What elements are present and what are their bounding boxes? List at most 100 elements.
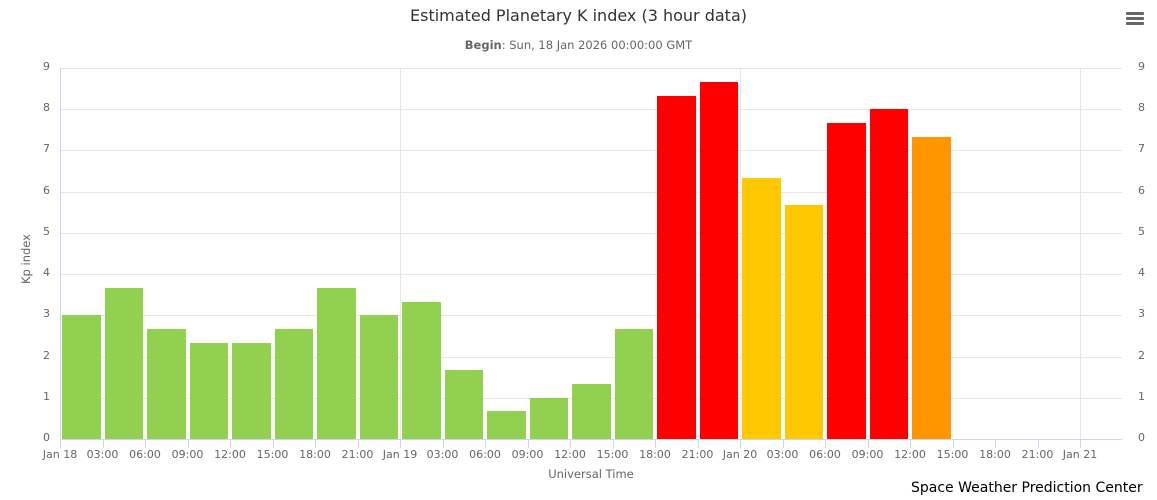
x-tick-mark xyxy=(867,440,869,448)
x-tick-label: 12:00 xyxy=(214,448,246,461)
x-tick-mark xyxy=(272,440,274,448)
kp-bar[interactable] xyxy=(317,287,356,439)
y-tick-label-left: 3 xyxy=(43,307,50,321)
subtitle-value: : Sun, 18 Jan 2026 00:00:00 GMT xyxy=(501,38,693,52)
x-tick-label: 12:00 xyxy=(894,448,926,461)
x-tick-mark xyxy=(527,440,529,448)
x-tick-label: 18:00 xyxy=(979,448,1011,461)
kp-bar[interactable] xyxy=(869,109,908,439)
kp-bar[interactable] xyxy=(444,370,483,439)
x-tick-label: 15:00 xyxy=(256,448,289,461)
kp-bar[interactable] xyxy=(657,95,696,439)
x-tick-label: 03:00 xyxy=(766,448,799,461)
chart-menu-button[interactable] xyxy=(1126,12,1144,28)
y-tick-label-right: 7 xyxy=(1138,142,1145,156)
kp-bar[interactable] xyxy=(529,397,568,439)
x-tick-label: 21:00 xyxy=(681,448,714,461)
x-tick-mark xyxy=(570,440,571,448)
kp-bar[interactable] xyxy=(104,287,143,439)
x-tick-mark xyxy=(952,440,954,448)
kp-bar[interactable] xyxy=(232,342,271,439)
h-gridline xyxy=(60,315,1122,317)
x-axis-label: Universal Time xyxy=(548,467,634,481)
y-tick-label-right: 0 xyxy=(1138,431,1145,444)
x-tick-mark xyxy=(230,440,231,448)
x-tick-label: 06:00 xyxy=(129,448,161,461)
y-tick-label-right: 8 xyxy=(1138,101,1145,115)
kp-bar[interactable] xyxy=(742,178,781,439)
x-tick-label: Jan 21 xyxy=(1062,448,1098,461)
x-tick-mark xyxy=(910,440,911,448)
x-tick-mark xyxy=(102,440,104,448)
x-tick-mark xyxy=(442,440,444,448)
kp-bar[interactable] xyxy=(147,328,186,439)
x-tick-mark xyxy=(485,440,486,448)
x-tick-mark xyxy=(357,440,359,448)
y-tick-label-left: 8 xyxy=(43,101,50,115)
x-tick-label: 03:00 xyxy=(426,448,459,461)
x-tick-mark xyxy=(400,440,401,448)
y-axis-label: Kp index xyxy=(19,234,33,284)
y-axis-line xyxy=(60,68,61,440)
subtitle-label: Begin xyxy=(464,38,502,52)
x-tick-mark xyxy=(655,440,656,448)
x-tick-mark xyxy=(1037,440,1039,448)
x-tick-label: Jan 19 xyxy=(382,448,418,461)
y-tick-label-right: 1 xyxy=(1138,389,1145,403)
x-tick-label: 18:00 xyxy=(639,448,671,461)
y-tick-label-right: 4 xyxy=(1138,266,1145,280)
x-tick-label: 21:00 xyxy=(341,448,374,461)
x-axis-line xyxy=(60,439,1122,440)
x-tick-mark xyxy=(145,440,146,448)
x-tick-mark xyxy=(740,440,741,448)
kp-bar[interactable] xyxy=(487,411,526,439)
h-gridline xyxy=(60,356,1122,358)
v-gridline xyxy=(1080,68,1081,439)
x-tick-mark xyxy=(995,440,996,448)
x-tick-label: 21:00 xyxy=(1021,448,1054,461)
x-tick-label: 06:00 xyxy=(469,448,501,461)
kp-bar[interactable] xyxy=(784,205,823,439)
credit-text[interactable]: Space Weather Prediction Center xyxy=(911,480,1143,496)
x-tick-mark xyxy=(697,440,699,448)
x-tick-mark xyxy=(1080,440,1081,448)
chart-title: Estimated Planetary K index (3 hour data… xyxy=(410,6,747,25)
kp-bar[interactable] xyxy=(359,315,398,439)
kp-bar[interactable] xyxy=(572,384,611,439)
kp-bar[interactable] xyxy=(189,342,228,439)
y-tick-label-left: 2 xyxy=(43,348,50,362)
x-tick-label: 09:00 xyxy=(511,448,544,461)
h-gridline xyxy=(60,232,1122,234)
y-tick-label-left: 1 xyxy=(43,389,50,403)
kp-bar[interactable] xyxy=(62,315,101,439)
h-gridline xyxy=(60,191,1122,193)
y-tick-label-left: 5 xyxy=(43,224,50,238)
x-tick-mark xyxy=(612,440,614,448)
x-tick-label: 09:00 xyxy=(851,448,884,461)
x-tick-label: 18:00 xyxy=(299,448,331,461)
h-gridline xyxy=(60,150,1122,152)
hamburger-menu-icon-line xyxy=(1126,22,1144,25)
kp-bar[interactable] xyxy=(912,136,951,439)
x-tick-mark xyxy=(60,440,61,448)
kp-bar[interactable] xyxy=(699,81,738,439)
y-tick-label-right: 3 xyxy=(1138,307,1145,321)
y-tick-label-left: 4 xyxy=(43,266,50,280)
v-gridline xyxy=(400,68,401,439)
x-tick-label: Jan 20 xyxy=(722,448,758,461)
kp-bar[interactable] xyxy=(827,122,866,439)
x-tick-label: 09:00 xyxy=(171,448,204,461)
kp-bar[interactable] xyxy=(274,328,313,439)
y-tick-label-right: 5 xyxy=(1138,224,1145,238)
y-tick-label-left: 0 xyxy=(43,431,50,444)
hamburger-menu-icon-line xyxy=(1126,17,1144,20)
kp-bar[interactable] xyxy=(402,301,441,439)
x-tick-label: 15:00 xyxy=(936,448,969,461)
y-tick-label-left: 6 xyxy=(43,183,50,197)
y-tick-label-left: 7 xyxy=(43,142,50,156)
chart-subtitle: Begin: Sun, 18 Jan 2026 00:00:00 GMT xyxy=(0,38,1157,52)
kp-bar[interactable] xyxy=(614,328,653,439)
y-tick-label-right: 6 xyxy=(1138,183,1145,197)
v-gridline xyxy=(740,68,741,439)
x-tick-label: 06:00 xyxy=(809,448,841,461)
